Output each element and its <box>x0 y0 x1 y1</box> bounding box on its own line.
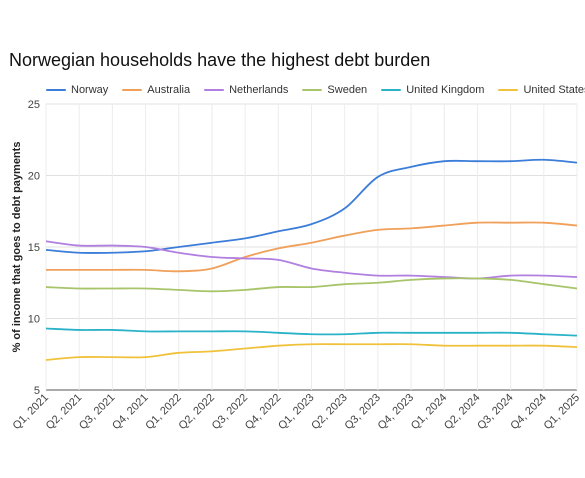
legend-swatch <box>381 89 402 91</box>
legend-item-norway[interactable]: Norway <box>46 84 108 96</box>
y-axis-label: % of income that goes to debt payments <box>11 142 23 353</box>
series-line-united-states <box>45 343 578 361</box>
legend-label: Norway <box>71 84 109 96</box>
y-tick-label: 25 <box>28 99 40 111</box>
legend-label: United Kingdom <box>406 84 485 96</box>
legend-item-sweden[interactable]: Sweden <box>302 84 367 96</box>
series-line-norway <box>45 158 578 254</box>
legend-item-united-kingdom[interactable]: United Kingdom <box>381 84 484 96</box>
y-tick-label: 10 <box>28 314 40 326</box>
legend-label: United States <box>523 84 585 96</box>
legend-label: Sweden <box>327 84 368 96</box>
legend-swatch <box>46 89 66 91</box>
x-tick-label: Q1, 2025 <box>542 392 582 432</box>
legend-item-australia[interactable]: Australia <box>122 84 190 96</box>
legend-item-united-states[interactable]: United States <box>498 84 585 96</box>
y-tick-label: 5 <box>34 385 40 397</box>
legend-swatch <box>122 89 143 91</box>
legend-label: Netherlands <box>229 84 289 96</box>
legend-swatch <box>302 89 323 91</box>
y-tick-label: 15 <box>28 242 40 254</box>
y-tick-label: 20 <box>28 171 40 183</box>
chart-title: Norwegian households have the highest de… <box>9 50 431 70</box>
series-line-sweden <box>45 277 578 293</box>
legend-swatch <box>498 89 519 91</box>
legend-item-netherlands[interactable]: Netherlands <box>204 84 288 96</box>
series-line-australia <box>45 221 578 273</box>
legend-swatch <box>204 89 225 91</box>
series-line-united-kingdom <box>45 327 578 337</box>
legend-label: Australia <box>147 84 191 96</box>
chart-legend: Norway Australia Netherlands Sweden United K… <box>46 82 585 98</box>
